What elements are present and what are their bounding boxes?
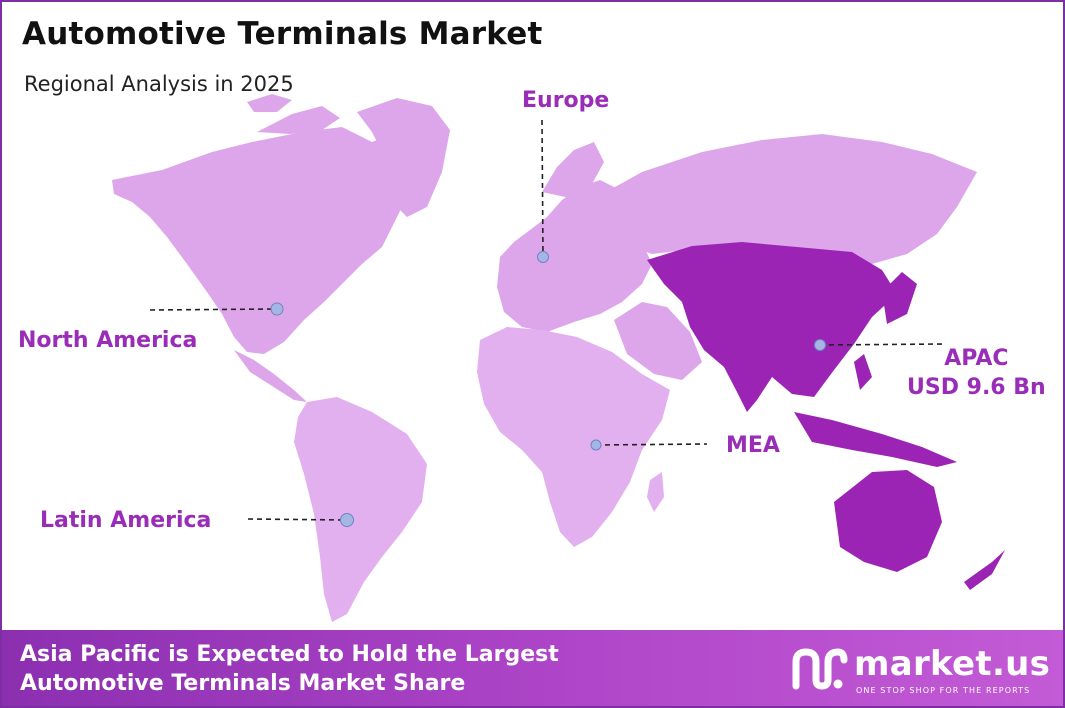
- label-north-america: North America: [18, 328, 198, 353]
- banner-line-2: Automotive Terminals Market Share: [20, 671, 466, 696]
- region-markers: [270, 251, 826, 527]
- europe-marker: [537, 251, 549, 263]
- label-mea: MEA: [726, 433, 780, 458]
- apac-region: [647, 242, 1005, 590]
- north-america-marker: [270, 302, 284, 316]
- footer-banner: Asia Pacific is Expected to Hold the Lar…: [2, 630, 1063, 706]
- africa-landmass: [477, 327, 670, 547]
- label-latin-america: Latin America: [40, 508, 212, 533]
- south-america-landmass: [294, 397, 427, 622]
- page-title: Automotive Terminals Market: [22, 16, 543, 52]
- north-asia-landmass: [597, 134, 977, 264]
- middle-east-landmass: [614, 302, 702, 380]
- label-apac: APAC: [944, 346, 1009, 371]
- apac-marker: [814, 339, 826, 351]
- banner-text: Asia Pacific is Expected to Hold the Lar…: [20, 640, 559, 698]
- brand-name: market.us: [854, 644, 1051, 684]
- brand-logo: market.us ONE STOP SHOP FOR THE REPORTS: [792, 644, 1050, 695]
- leader-lines: [149, 119, 945, 521]
- market-us-logo-icon: [792, 648, 848, 690]
- brand-tagline: ONE STOP SHOP FOR THE REPORTS: [856, 686, 1031, 695]
- north-america-landmass: [112, 94, 450, 402]
- label-europe: Europe: [522, 88, 610, 113]
- latin-america-marker: [340, 513, 354, 527]
- page-subtitle: Regional Analysis in 2025: [24, 72, 294, 96]
- banner-line-1: Asia Pacific is Expected to Hold the Lar…: [20, 642, 559, 667]
- world-map: [112, 94, 1005, 622]
- label-apac-block: APAC USD 9.6 Bn: [907, 344, 1046, 402]
- label-apac-value: USD 9.6 Bn: [907, 375, 1046, 400]
- mea-marker: [590, 439, 602, 451]
